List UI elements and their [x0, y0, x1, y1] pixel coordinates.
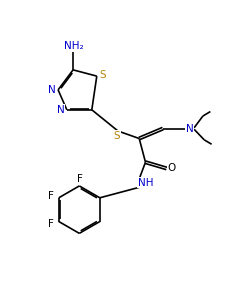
- Text: F: F: [76, 174, 82, 184]
- Text: S: S: [113, 131, 119, 140]
- Text: N: N: [185, 124, 193, 133]
- Text: O: O: [167, 163, 175, 173]
- Text: F: F: [48, 218, 54, 229]
- Text: S: S: [98, 70, 105, 80]
- Text: N: N: [48, 85, 56, 95]
- Text: N: N: [56, 105, 64, 115]
- Text: NH: NH: [137, 178, 152, 188]
- Text: F: F: [48, 191, 54, 201]
- Text: NH₂: NH₂: [64, 41, 83, 51]
